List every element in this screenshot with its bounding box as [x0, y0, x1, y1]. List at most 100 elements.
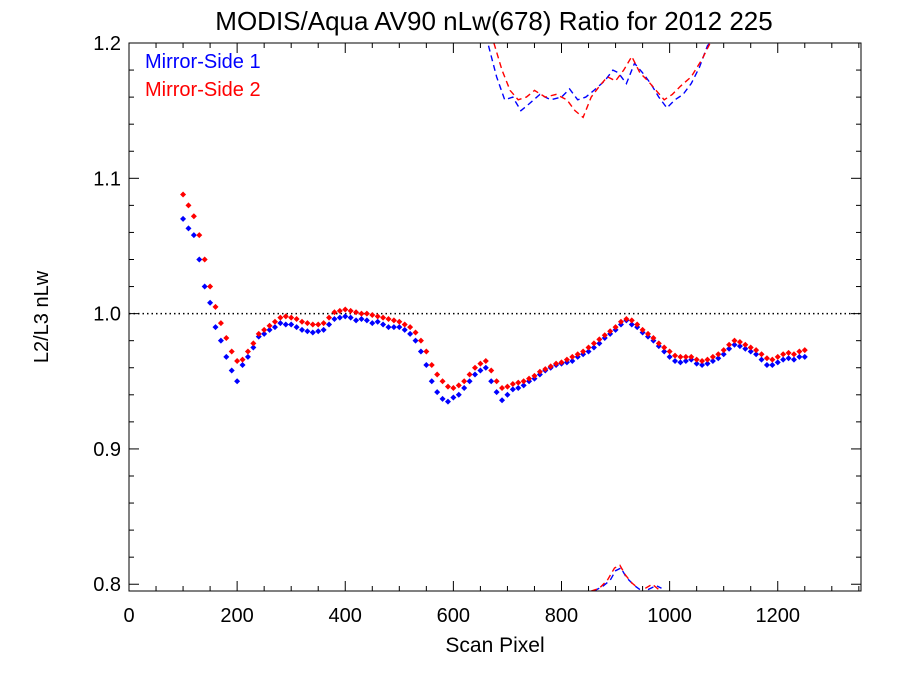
series-2-point	[315, 321, 322, 328]
series-2-point	[688, 353, 695, 360]
series-2-point	[736, 339, 743, 346]
series-2-point	[434, 371, 441, 378]
series-1-point	[347, 314, 354, 321]
series-2-point	[677, 353, 684, 360]
series-1-point	[363, 317, 370, 324]
y-tick-label: 1.0	[93, 304, 121, 326]
series-1-point	[509, 386, 516, 393]
series-2-point	[353, 309, 360, 316]
series-2-point	[228, 348, 235, 355]
series-1-dashed-line	[647, 584, 662, 591]
series-2-point	[531, 372, 538, 379]
series-1-dashed-line	[593, 567, 641, 591]
series-2-point	[477, 360, 484, 367]
series-2-point	[542, 366, 549, 373]
x-tick-label: 800	[545, 605, 578, 627]
series-1-point	[434, 389, 441, 396]
series-1-point	[715, 355, 722, 362]
series-1-point	[185, 225, 192, 232]
series-2-point	[369, 311, 376, 318]
series-2-point	[396, 318, 403, 325]
series-2-point	[190, 213, 197, 220]
series-1-point	[790, 356, 797, 363]
series-2-point	[309, 321, 316, 328]
series-1-point	[407, 330, 414, 337]
series-1-point	[774, 359, 781, 366]
series-1-point	[699, 362, 706, 369]
series-2-point	[428, 362, 435, 369]
y-tick-label: 1.1	[93, 168, 121, 190]
series-2-point	[515, 379, 522, 386]
plot-area	[129, 43, 861, 591]
series-1-point	[590, 344, 597, 351]
series-2-point	[499, 385, 506, 392]
series-1-point	[753, 351, 760, 358]
series-1-point	[720, 351, 727, 358]
series-2-point	[293, 316, 300, 323]
series-1-point	[293, 324, 300, 331]
series-2-point	[444, 383, 451, 390]
y-axis-label: L2/L3 nLw	[31, 270, 53, 363]
series-1-point	[488, 378, 495, 385]
series-1-point	[520, 382, 527, 389]
series-1-point	[390, 324, 397, 331]
series-2-point	[574, 351, 581, 358]
series-1-point	[466, 378, 473, 385]
series-2-point	[207, 283, 214, 290]
series-1-point	[763, 362, 770, 369]
series-2-point	[412, 329, 419, 336]
series-2-point	[358, 310, 365, 317]
series-2-point	[612, 324, 619, 331]
series-2-dashed-line	[493, 43, 711, 119]
legend-mirror-side-1: Mirror-Side 1	[145, 51, 261, 73]
series-2-point	[607, 328, 614, 335]
series-1-point	[282, 321, 289, 328]
series-2-point	[380, 314, 387, 321]
series-2-point	[650, 334, 657, 341]
series-2-point	[298, 318, 305, 325]
series-2-point	[180, 191, 187, 198]
series-1-point	[217, 337, 224, 344]
series-2-point	[704, 356, 711, 363]
series-2-point	[731, 337, 738, 344]
series-2-point	[363, 310, 370, 317]
x-tick-label: 0	[123, 605, 134, 627]
series-2-point	[255, 330, 262, 337]
series-1-point	[455, 391, 462, 398]
series-2-point	[585, 344, 592, 351]
series-2-point	[693, 356, 700, 363]
series-1-point	[250, 344, 257, 351]
series-1-point	[661, 348, 668, 355]
series-2-point	[234, 357, 241, 364]
chart-title: MODIS/Aqua AV90 nLw(678) Ratio for 2012 …	[215, 6, 772, 36]
series-1-point	[234, 378, 241, 385]
series-2-point	[666, 348, 673, 355]
series-1-point	[336, 314, 343, 321]
series-1-point	[342, 313, 349, 320]
series-2-point	[201, 256, 208, 263]
series-2-point	[250, 340, 257, 347]
series-1-point	[801, 353, 808, 360]
series-1-point	[461, 385, 468, 392]
series-1-point	[304, 328, 311, 335]
series-2-point	[450, 385, 457, 392]
series-1-point	[309, 329, 316, 336]
series-2-point	[644, 330, 651, 337]
series-2-point	[417, 337, 424, 344]
series-2-point	[682, 353, 689, 360]
series-2-point	[580, 348, 587, 355]
series-1-point	[271, 324, 278, 331]
series-1-point	[682, 357, 689, 364]
series-2-point	[623, 316, 630, 323]
series-1-point	[396, 324, 403, 331]
series-1-point	[331, 316, 338, 323]
series-2-point	[715, 351, 722, 358]
series-2-point	[563, 356, 570, 363]
x-tick-label: 1000	[647, 605, 692, 627]
series-1-point	[499, 397, 506, 404]
x-tick-label: 1200	[755, 605, 800, 627]
x-tick-label: 200	[220, 605, 253, 627]
series-2-point	[790, 351, 797, 358]
series-2-point	[753, 347, 760, 354]
